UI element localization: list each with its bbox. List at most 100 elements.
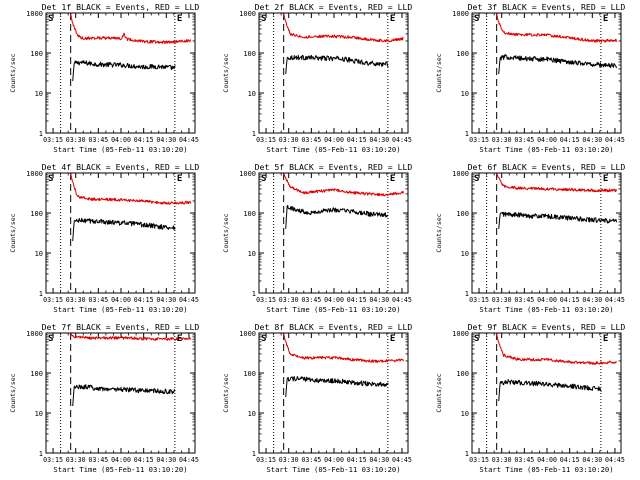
plot-frame (258, 172, 409, 294)
y-tick-label: 100 (243, 210, 256, 218)
lld-series-line (283, 172, 404, 197)
detector-panel-5: Det 5f BLACK = Events, RED = LLD Counts/s… (222, 162, 412, 314)
y-tick-label: 1 (39, 450, 43, 458)
end-marker-label: E (603, 14, 608, 24)
x-tick-label: 04:00 (537, 456, 557, 464)
y-tick-label: 1 (252, 130, 256, 138)
x-tick-label: 03:45 (301, 296, 321, 304)
y-tick-label: 1 (252, 290, 256, 298)
y-tick-label: 10 (461, 90, 469, 98)
events-series-line (498, 54, 617, 74)
x-tick-label: 04:00 (537, 136, 557, 144)
lld-series-line (70, 172, 191, 205)
y-tick-label: 10 (35, 410, 43, 418)
x-tick-label: 03:30 (492, 296, 512, 304)
start-marker-label: S (261, 334, 266, 344)
y-axis-label: Counts/sec (222, 213, 230, 252)
x-axis-label: Start Time (05-Feb-11 03:10:20) (479, 465, 613, 474)
x-tick-label: 03:30 (279, 456, 299, 464)
x-tick-label: 04:00 (324, 296, 344, 304)
y-tick-label: 10 (248, 250, 256, 258)
y-tick-label: 100 (456, 50, 469, 58)
plot-frame (45, 332, 196, 454)
x-tick-label: 04:15 (560, 296, 580, 304)
y-tick-label: 1000 (239, 330, 256, 338)
y-tick-label: 100 (30, 210, 43, 218)
x-tick-label: 04:45 (179, 296, 199, 304)
x-tick-label: 03:45 (514, 136, 534, 144)
x-tick-label: 03:15 (469, 136, 489, 144)
x-tick-label: 04:45 (179, 456, 199, 464)
lld-series-line (496, 12, 617, 43)
y-tick-label: 10 (35, 250, 43, 258)
panel-title: Det 8f BLACK = Events, RED = LLD (255, 322, 413, 332)
y-tick-label: 10 (248, 410, 256, 418)
end-marker-label: E (390, 14, 395, 24)
panel-title: Det 6f BLACK = Events, RED = LLD (468, 162, 626, 172)
events-series-line (72, 217, 176, 242)
x-tick-label: 04:45 (179, 136, 199, 144)
end-marker-label: E (603, 334, 608, 344)
x-axis-label: Start Time (05-Feb-11 03:10:20) (266, 465, 400, 474)
plot-frame (258, 12, 409, 134)
x-tick-label: 04:45 (392, 136, 412, 144)
lld-series-line (496, 172, 617, 193)
detector-panel-1: Det 1f BLACK = Events, RED = LLD Counts/s… (9, 2, 199, 154)
y-tick-label: 1 (465, 290, 469, 298)
start-marker-label: S (48, 334, 53, 344)
x-tick-label: 03:15 (256, 136, 276, 144)
lld-series-line (496, 332, 617, 365)
x-tick-label: 04:15 (134, 296, 154, 304)
y-tick-label: 100 (243, 50, 256, 58)
x-tick-label: 04:30 (369, 136, 389, 144)
events-series-line (72, 384, 176, 407)
x-tick-label: 03:45 (514, 296, 534, 304)
y-tick-label: 1000 (239, 10, 256, 18)
end-marker-label: E (177, 334, 182, 344)
y-tick-label: 100 (30, 370, 43, 378)
plot-frame (45, 172, 196, 294)
x-tick-label: 03:15 (43, 136, 63, 144)
x-tick-label: 04:15 (347, 296, 367, 304)
x-tick-label: 03:45 (88, 296, 108, 304)
y-axis-label: Counts/sec (435, 53, 443, 92)
y-axis-label: Counts/sec (435, 373, 443, 412)
x-tick-label: 04:45 (605, 456, 625, 464)
x-tick-label: 03:45 (88, 136, 108, 144)
panel-title: Det 5f BLACK = Events, RED = LLD (255, 162, 413, 172)
panel-title: Det 7f BLACK = Events, RED = LLD (42, 322, 200, 332)
y-tick-label: 10 (461, 250, 469, 258)
x-tick-label: 03:45 (88, 456, 108, 464)
events-series-line (285, 376, 389, 398)
plot-frame (45, 12, 196, 134)
y-tick-label: 1000 (239, 170, 256, 178)
x-axis-label: Start Time (05-Feb-11 03:10:20) (266, 305, 400, 314)
x-tick-label: 04:15 (134, 136, 154, 144)
plot-frame (471, 172, 622, 294)
x-tick-label: 03:30 (66, 136, 86, 144)
y-axis-label: Counts/sec (222, 373, 230, 412)
x-tick-label: 03:15 (43, 296, 63, 304)
x-axis-label: Start Time (05-Feb-11 03:10:20) (53, 145, 187, 154)
y-axis-label: Counts/sec (222, 53, 230, 92)
end-marker-label: E (177, 14, 182, 24)
y-tick-label: 100 (243, 370, 256, 378)
x-tick-label: 03:15 (256, 456, 276, 464)
y-tick-label: 1000 (452, 170, 469, 178)
start-marker-label: S (261, 174, 266, 184)
x-tick-label: 04:30 (156, 296, 176, 304)
y-tick-label: 100 (456, 210, 469, 218)
x-tick-label: 03:15 (469, 296, 489, 304)
y-tick-label: 1000 (26, 170, 43, 178)
x-axis-label: Start Time (05-Feb-11 03:10:20) (53, 305, 187, 314)
detector-panel-8: Det 8f BLACK = Events, RED = LLD Counts/s… (222, 322, 412, 474)
x-tick-label: 04:15 (347, 456, 367, 464)
start-marker-label: S (474, 14, 479, 24)
detector-panel-3: Det 3f BLACK = Events, RED = LLD Counts/s… (435, 2, 625, 154)
x-axis-label: Start Time (05-Feb-11 03:10:20) (53, 465, 187, 474)
x-tick-label: 03:30 (492, 136, 512, 144)
lld-series-line (283, 332, 404, 364)
y-axis-label: Counts/sec (9, 53, 17, 92)
x-tick-label: 04:00 (111, 296, 131, 304)
x-tick-label: 03:45 (301, 136, 321, 144)
